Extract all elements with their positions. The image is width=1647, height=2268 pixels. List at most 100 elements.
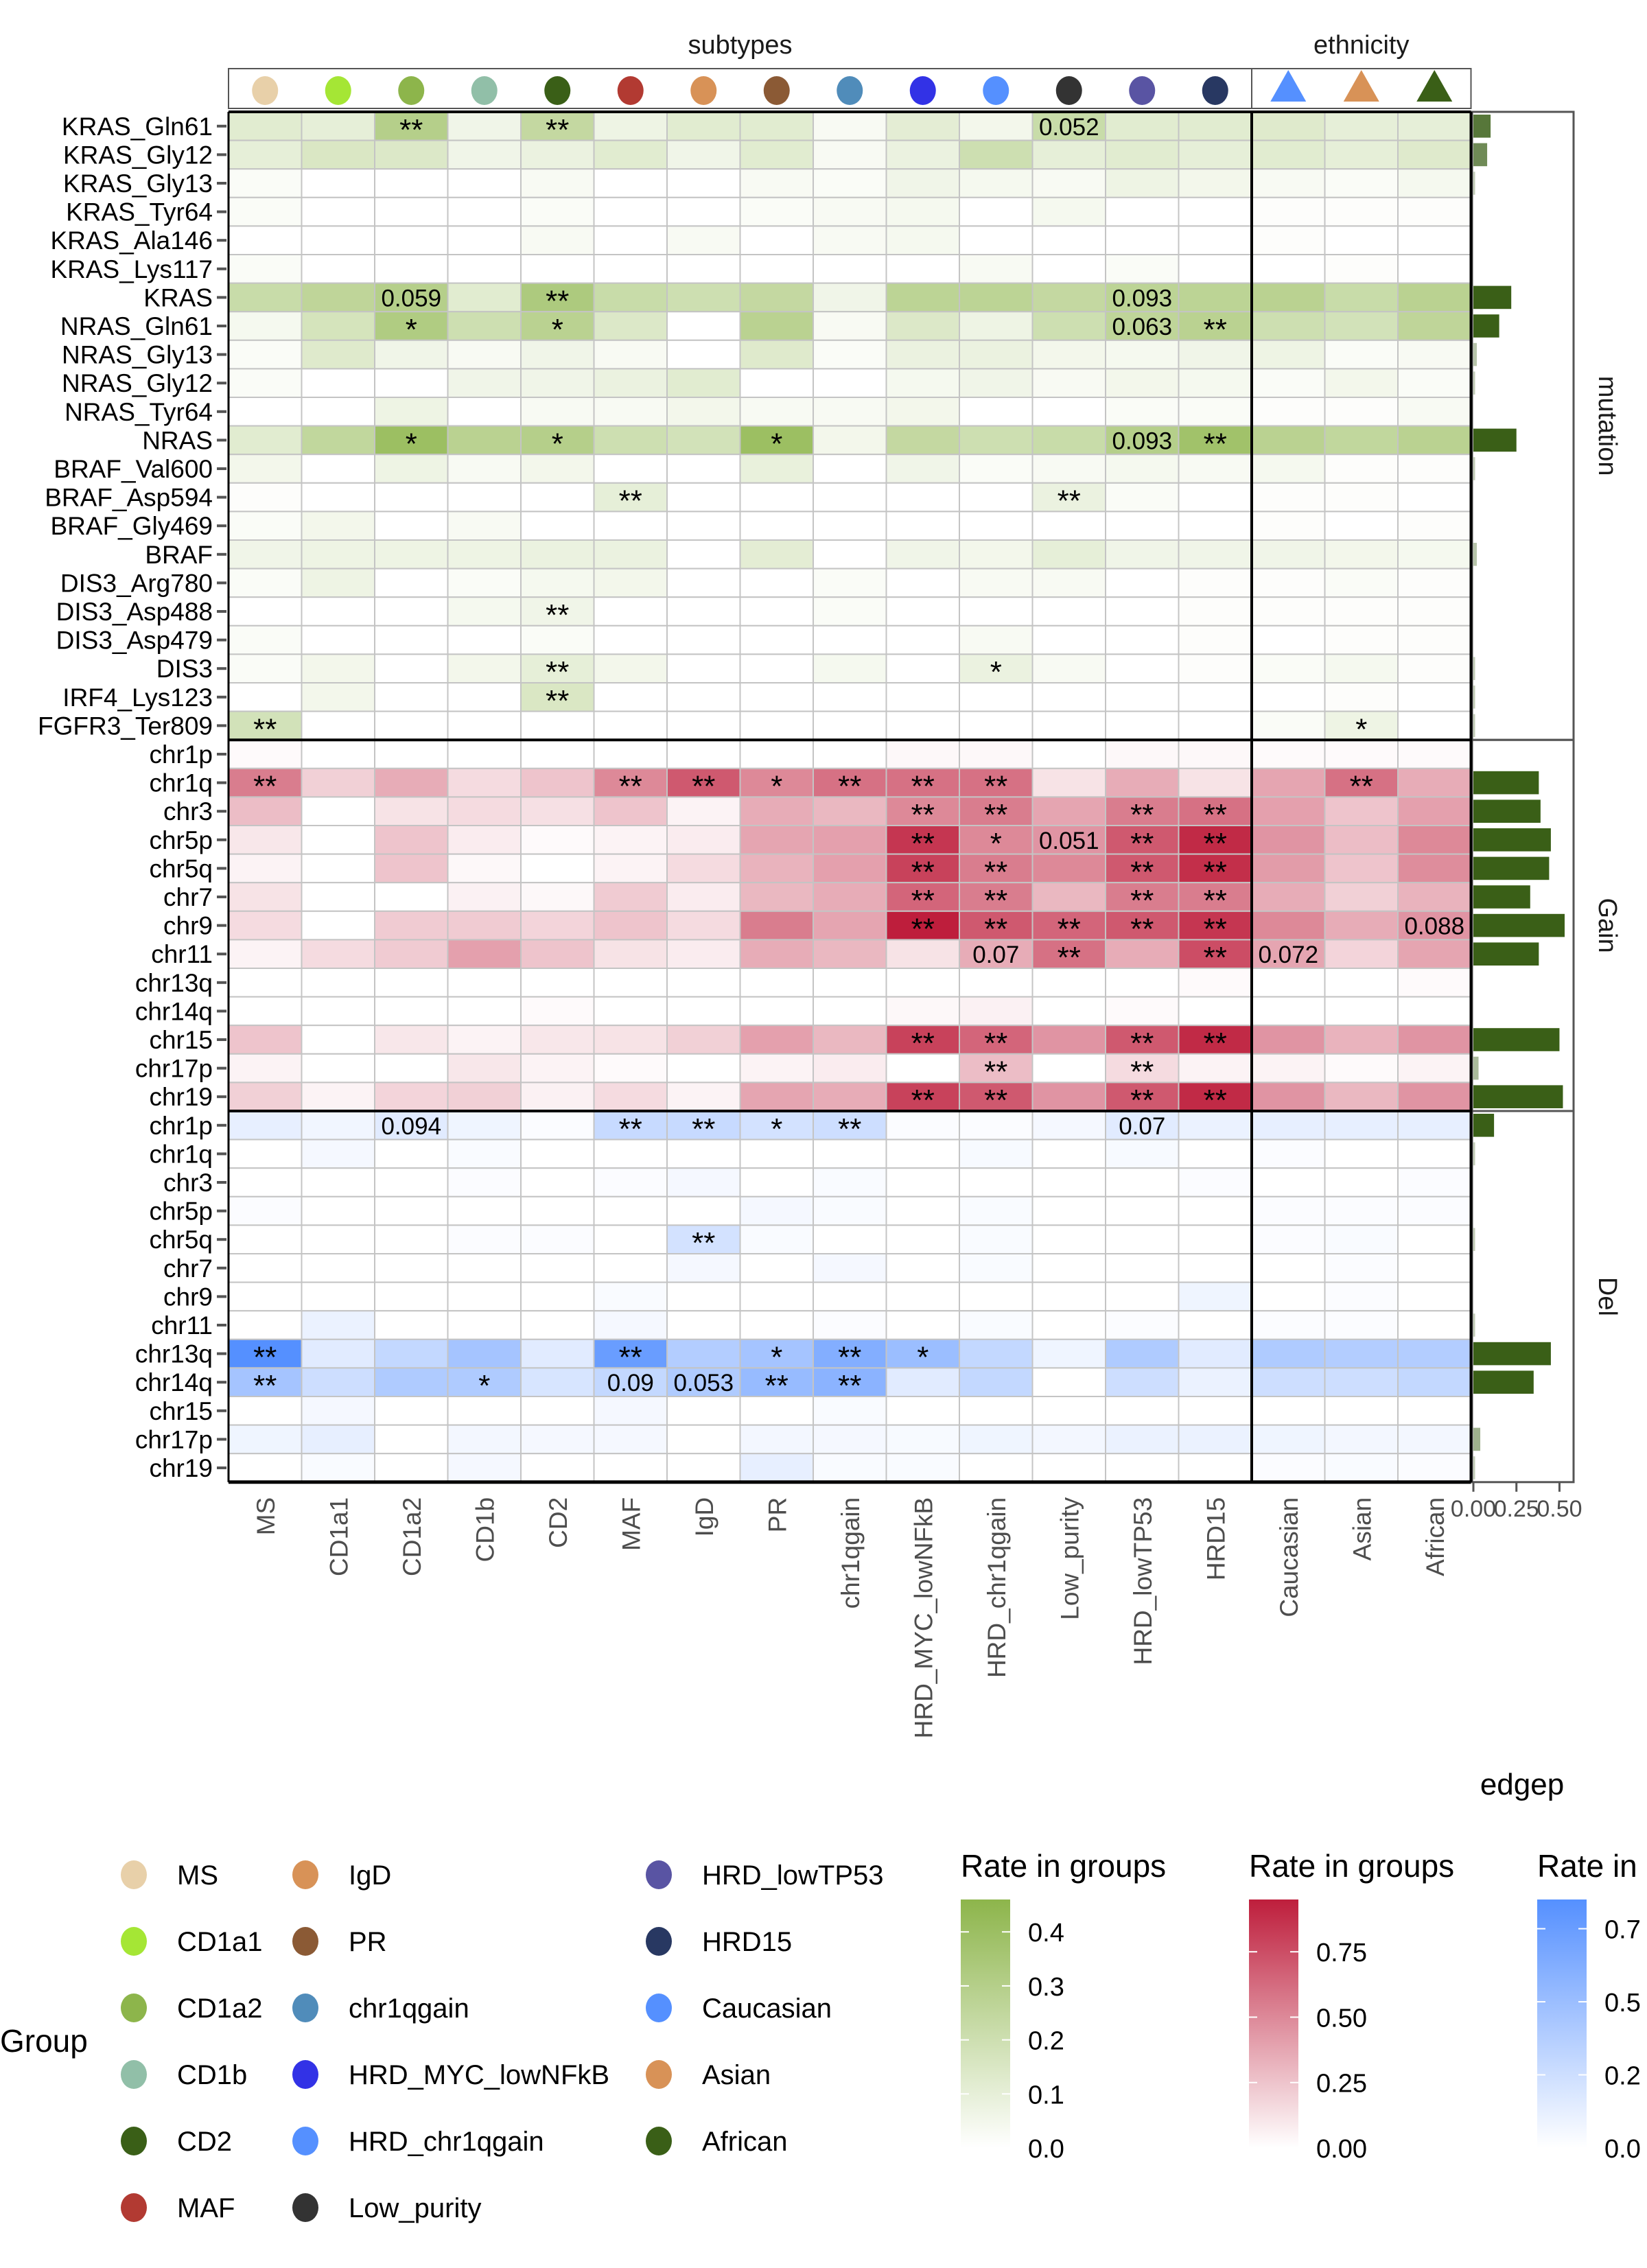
edgep-bar: [1473, 799, 1541, 823]
heatmap-cell: [374, 1424, 449, 1455]
heatmap-cell: [739, 1138, 814, 1169]
heatmap-cell: [301, 596, 375, 627]
heatmap-cell: [374, 767, 449, 798]
heatmap-cell: [885, 710, 960, 741]
heatmap-cell: [959, 111, 1033, 141]
row-label: IRF4_Lys123: [62, 683, 213, 712]
heatmap-cell: [813, 1424, 887, 1455]
heatmap-cell: [1178, 282, 1252, 313]
heatmap-cell: [593, 1082, 668, 1112]
heatmap-cell: [959, 1167, 1033, 1197]
heatmap-cell: [813, 825, 887, 855]
heatmap-cell: [593, 397, 668, 427]
cell-annotation: 0.088: [1404, 913, 1464, 940]
heatmap-cell: [1105, 1281, 1180, 1312]
heatmap-cell: [301, 624, 375, 655]
heatmap-cell: [228, 853, 303, 884]
ethnicity-marker-Asian: [1343, 70, 1379, 102]
heatmap-cell: [447, 1367, 522, 1398]
heatmap-cell: [885, 624, 960, 655]
heatmap-cell: [301, 1367, 375, 1398]
heatmap-cell: [739, 596, 814, 627]
heatmap-cell: [593, 624, 668, 655]
heatmap-cell: [813, 196, 887, 227]
heatmap-cell: [228, 139, 303, 170]
heatmap-cell: [885, 568, 960, 598]
colorbar-tick-label: 0.4: [1028, 1919, 1064, 1948]
heatmap-cell: [1397, 1310, 1472, 1340]
heatmap-cell: [666, 996, 741, 1027]
heatmap-cell: [885, 425, 960, 456]
heatmap-cell: [520, 1338, 595, 1369]
group-legend-swatch: [121, 1994, 147, 2022]
heatmap-cell: [1031, 1195, 1106, 1226]
heatmap-cell: [1031, 739, 1106, 769]
heatmap-cell: [739, 568, 814, 598]
heatmap-cell: [666, 624, 741, 655]
heatmap-cell: [447, 1224, 522, 1255]
heatmap-cell: [739, 539, 814, 570]
heatmap-cell: [447, 111, 522, 141]
colorbar-gradient: [1537, 1899, 1587, 2148]
cell-annotation: *: [771, 770, 782, 804]
heatmap-cell: [374, 682, 449, 712]
heatmap-cell: [1105, 939, 1180, 970]
cell-annotation: 0.094: [381, 1113, 441, 1140]
heatmap-cell: [593, 1281, 668, 1312]
heatmap-cell: [813, 139, 887, 170]
heatmap-cell: [1324, 539, 1399, 570]
heatmap-cell: [739, 1424, 814, 1455]
heatmap-cell: [885, 653, 960, 684]
heatmap-cell: [1031, 1138, 1106, 1169]
heatmap-cell: [228, 196, 303, 227]
heatmap-cell: [374, 796, 449, 827]
group-marker-CD1a1: [325, 76, 351, 105]
edgep-bar: [1473, 828, 1551, 852]
heatmap-cell: [374, 853, 449, 884]
heatmap-cell: [1031, 311, 1106, 341]
heatmap-cell: [813, 339, 887, 370]
heatmap-cell: [1251, 168, 1326, 198]
heatmap-cell: [593, 568, 668, 598]
heatmap-cell: [666, 254, 741, 284]
row-label: chr7: [163, 1254, 213, 1283]
group-legend-label: HRD_MYC_lowNFkB: [349, 2060, 609, 2090]
heatmap-cell: [447, 1453, 522, 1483]
heatmap-cell: [739, 624, 814, 655]
heatmap-cell: [520, 1025, 595, 1055]
heatmap-cell: [1105, 111, 1180, 141]
heatmap-cell: [447, 339, 522, 370]
group-legend-swatch: [646, 1994, 672, 2022]
heatmap-cell: [374, 596, 449, 627]
heatmap-cell: [1397, 1367, 1472, 1398]
row-label: chr3: [163, 797, 213, 826]
heatmap-cell: [374, 1396, 449, 1426]
heatmap-cell: [1397, 282, 1472, 313]
group-marker-HRD_chr1qgain: [983, 76, 1009, 105]
heatmap-cell: [1105, 596, 1180, 627]
heatmap-cell: [374, 1138, 449, 1169]
row-label: DIS3: [156, 655, 213, 683]
colorbar-tick-label: 0.5: [1604, 1989, 1641, 2018]
heatmap-cell: [1105, 1053, 1180, 1084]
heatmap-cell: [1178, 168, 1252, 198]
heatmap-cell: [1031, 1110, 1106, 1141]
heatmap-cell: [301, 1310, 375, 1340]
heatmap-cell: [1031, 454, 1106, 484]
row-label: chr1p: [149, 740, 213, 769]
heatmap-cell: [1251, 511, 1326, 541]
heatmap-cell: [1251, 796, 1326, 827]
heatmap-cell: [447, 767, 522, 798]
heatmap-cell: [813, 511, 887, 541]
heatmap-cell: [1251, 1224, 1326, 1255]
heatmap-cell: [1397, 882, 1472, 912]
heatmap-cell: [301, 568, 375, 598]
heatmap-cell: [374, 368, 449, 399]
heatmap-cell: [1324, 939, 1399, 970]
group-legend-label: Caucasian: [702, 1994, 832, 2024]
heatmap-cell: [301, 796, 375, 827]
heatmap-cell: [666, 1424, 741, 1455]
heatmap-cell: [1105, 682, 1180, 712]
heatmap-cell: [666, 739, 741, 769]
heatmap-cell: [1251, 568, 1326, 598]
